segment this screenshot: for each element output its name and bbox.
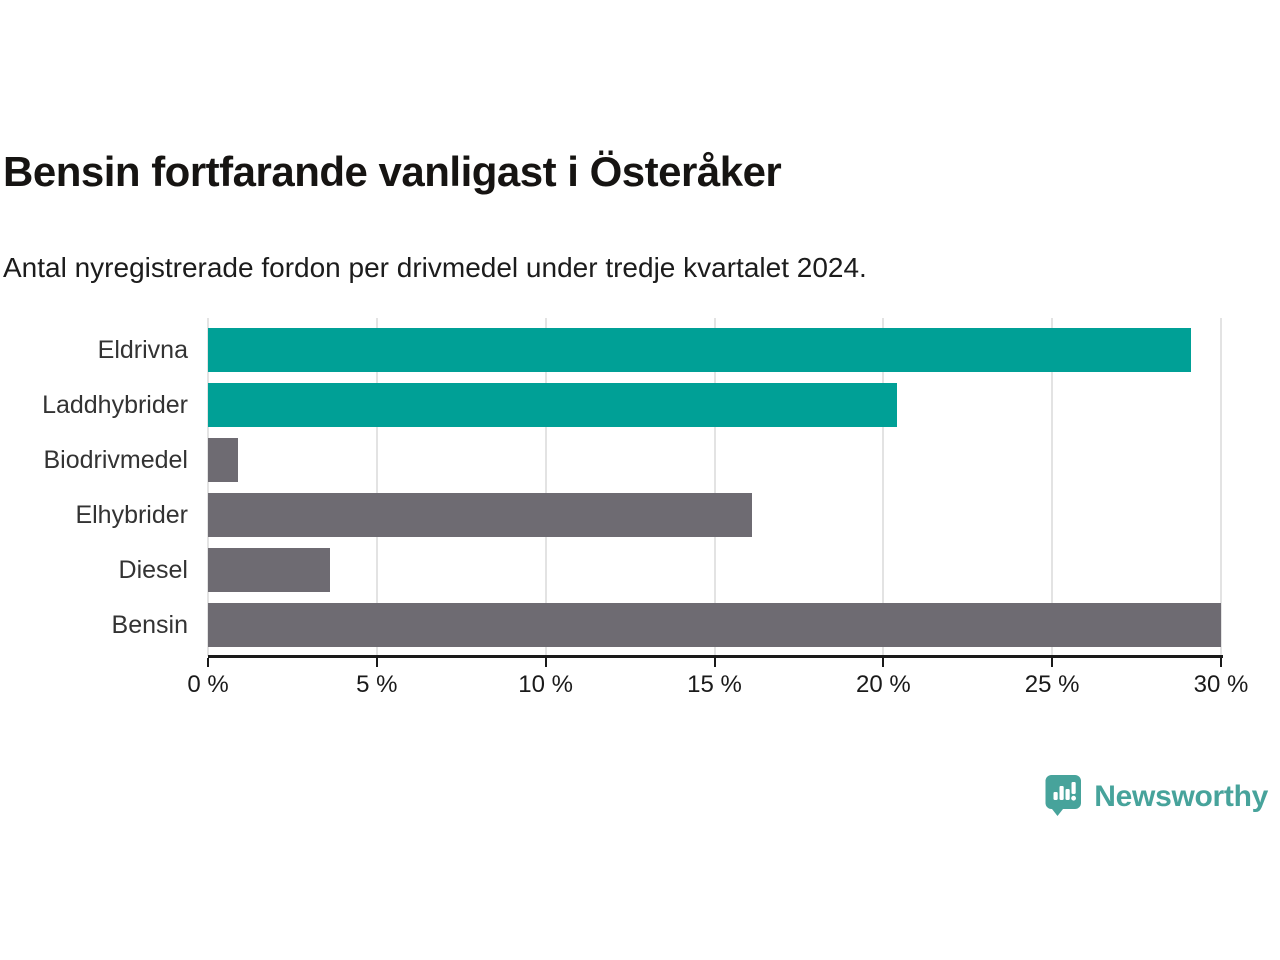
x-tick-20	[882, 658, 885, 667]
chart-title: Bensin fortfarande vanligast i Österåker	[3, 148, 782, 195]
bar-row: Diesel	[0, 548, 1221, 592]
x-tick-0	[207, 658, 209, 667]
bar-row: Bensin	[0, 603, 1221, 647]
gridline-0	[207, 318, 209, 656]
x-axis: 0 % 5 % 10 % 15 % 20 % 25 % 30 %	[187, 658, 1248, 718]
bar-rows: Eldrivna Laddhybrider Biodrivmedel Elhybrid…	[0, 328, 1221, 658]
bar-chart-plot: Eldrivna Laddhybrider Biodrivmedel Elhybrid…	[0, 318, 1280, 656]
chart-subtitle: Antal nyregistrerade fordon per drivmede…	[3, 252, 867, 283]
x-tick-25	[1051, 658, 1054, 667]
bar-track	[208, 603, 1221, 647]
bar-track	[208, 548, 1221, 592]
gridline-20	[882, 318, 885, 656]
x-tick-10	[544, 658, 547, 667]
gridlines	[207, 318, 1222, 656]
bar-eldrivna	[208, 328, 1191, 372]
bar-track	[208, 438, 1221, 482]
bar-elhybrider	[208, 493, 752, 537]
category-label-eldrivna: Eldrivna	[97, 335, 188, 364]
x-tick-label-0: 0 %	[187, 671, 229, 698]
bar-row: Biodrivmedel	[0, 438, 1221, 482]
newsworthy-logo: Newsworthy	[1045, 774, 1268, 819]
category-label-diesel: Diesel	[118, 555, 188, 584]
x-tick-30	[1220, 658, 1222, 667]
x-tick-15	[713, 658, 716, 667]
x-tick-5	[375, 658, 378, 667]
newsworthy-icon	[1045, 775, 1082, 816]
bar-bensin	[208, 603, 1221, 647]
bar-row: Laddhybrider	[0, 383, 1221, 427]
category-label-elhybrider: Elhybrider	[75, 500, 188, 529]
x-tick-label-30: 30 %	[1193, 671, 1249, 698]
x-tick-label-10: 10 %	[518, 671, 574, 698]
bar-diesel	[208, 548, 330, 592]
bar-biodrivmedel	[208, 438, 239, 482]
x-tick-label-20: 20 %	[855, 671, 911, 698]
gridline-10	[544, 318, 547, 656]
gridline-25	[1051, 318, 1054, 656]
category-label-laddhybrider: Laddhybrider	[42, 390, 188, 419]
x-tick-label-25: 25 %	[1024, 671, 1080, 698]
gridline-30	[1220, 318, 1222, 656]
newsworthy-wordmark: Newsworthy	[1094, 779, 1268, 813]
x-tick-label-5: 5 %	[356, 671, 398, 698]
bar-track	[208, 328, 1221, 372]
bar-track	[208, 383, 1221, 427]
gridline-5	[375, 318, 378, 656]
bar-track	[208, 493, 1221, 537]
category-label-biodrivmedel: Biodrivmedel	[43, 445, 188, 474]
category-label-bensin: Bensin	[111, 610, 188, 639]
bar-row: Elhybrider	[0, 493, 1221, 537]
bar-row: Eldrivna	[0, 328, 1221, 372]
bar-laddhybrider	[208, 383, 897, 427]
x-axis-line	[208, 655, 1223, 658]
gridline-15	[713, 318, 716, 656]
x-tick-label-15: 15 %	[687, 671, 742, 698]
